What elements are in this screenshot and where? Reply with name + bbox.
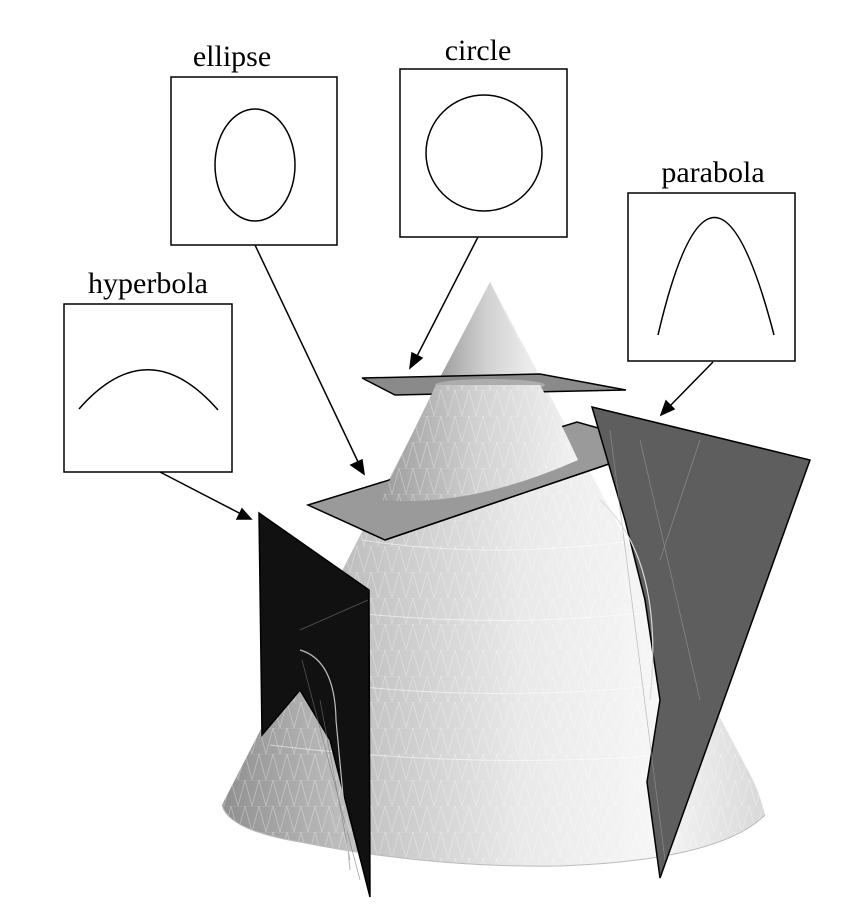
hyperbola-label: hyperbola	[88, 267, 208, 300]
pointer-arrows	[159, 236, 714, 520]
hyperbola-inset: hyperbola	[63, 267, 233, 473]
hyperbola-arrow	[159, 471, 253, 520]
parabola-cut-curve	[599, 499, 654, 701]
ellipse-arrow	[254, 244, 365, 476]
hyperbola-plane	[258, 511, 371, 898]
hyperbola-plane-mesh	[299, 599, 369, 881]
circle-shape	[425, 94, 543, 212]
ellipse-shape	[214, 108, 296, 222]
ellipse-label: ellipse	[193, 40, 271, 73]
hyperbola-cut-surface	[299, 649, 351, 871]
ellipse-plane	[305, 385, 665, 541]
hyperbola-plane-face	[258, 511, 371, 898]
parabola-inset-box	[627, 192, 796, 362]
cone-apex	[436, 282, 540, 389]
parabola-arrow	[659, 361, 714, 417]
circle-inset: circle	[399, 34, 568, 238]
hyperbola-shape	[78, 369, 219, 411]
parabola-plane-face	[590, 405, 811, 879]
circle-label: circle	[445, 34, 512, 67]
parabola-shape	[657, 216, 775, 336]
circle-inset-box	[399, 68, 568, 238]
cone-base-edge	[221, 804, 766, 867]
ellipse-inset-box	[170, 76, 338, 246]
parabola-plane-mesh	[609, 429, 701, 861]
ellipse-inset: ellipse	[170, 40, 338, 246]
parabola-plane	[590, 405, 811, 879]
circle-arrow	[409, 236, 479, 370]
parabola-inset: parabola	[627, 156, 796, 362]
hyperbola-inset-box	[63, 303, 233, 473]
parabola-label: parabola	[661, 156, 764, 189]
